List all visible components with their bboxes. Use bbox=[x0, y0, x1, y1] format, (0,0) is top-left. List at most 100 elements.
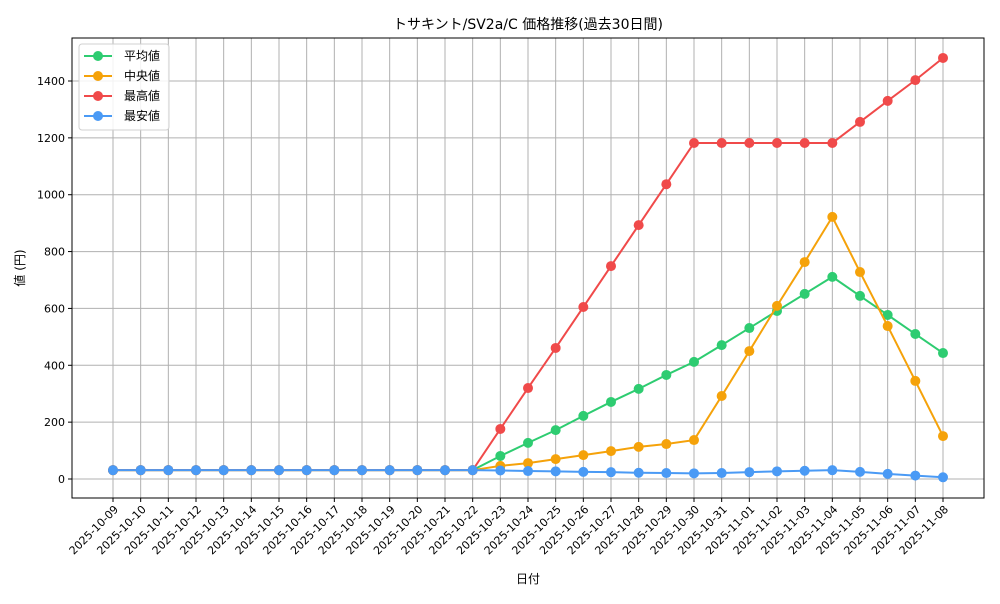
data-point-marker bbox=[938, 472, 948, 483]
data-point-marker bbox=[855, 466, 865, 477]
data-point-marker bbox=[246, 465, 257, 476]
data-point-marker bbox=[689, 356, 699, 367]
data-point-marker bbox=[744, 137, 755, 148]
y-tick-label: 1200 bbox=[37, 132, 65, 145]
data-point-marker bbox=[218, 465, 229, 476]
data-point-marker bbox=[523, 383, 533, 394]
data-point-marker bbox=[606, 396, 616, 407]
data-point-marker bbox=[799, 288, 810, 299]
data-point-marker bbox=[716, 340, 727, 351]
y-axis: 0 200 400 600 800 1000 1200 1400 bbox=[37, 75, 72, 486]
data-point-marker bbox=[772, 300, 782, 311]
legend-marker-icon bbox=[93, 71, 103, 81]
legend-item: 最安値 bbox=[84, 108, 160, 123]
legend-label: 最安値 bbox=[124, 108, 160, 123]
data-point-marker bbox=[412, 465, 423, 476]
legend-item: 最高値 bbox=[84, 88, 160, 103]
data-point-marker bbox=[523, 466, 533, 477]
data-point-marker bbox=[467, 465, 478, 476]
data-point-marker bbox=[799, 465, 810, 476]
data-point-marker bbox=[633, 220, 644, 231]
data-point-marker bbox=[716, 390, 727, 401]
data-point-marker bbox=[633, 467, 644, 478]
data-point-marker bbox=[772, 466, 782, 477]
data-point-marker bbox=[578, 410, 589, 421]
legend-item: 平均値 bbox=[84, 48, 160, 63]
data-point-marker bbox=[578, 302, 589, 313]
data-point-marker bbox=[882, 468, 893, 479]
data-point-marker bbox=[827, 465, 838, 476]
data-point-marker bbox=[135, 465, 146, 476]
data-point-marker bbox=[689, 137, 699, 148]
data-point-marker bbox=[606, 467, 616, 478]
data-point-marker bbox=[855, 290, 865, 301]
y-tick-label: 800 bbox=[44, 246, 65, 259]
data-point-marker bbox=[357, 465, 367, 476]
y-tick-label: 200 bbox=[44, 416, 65, 429]
data-point-marker bbox=[882, 95, 893, 106]
data-point-marker bbox=[329, 465, 340, 476]
data-point-marker bbox=[689, 435, 699, 446]
data-point-marker bbox=[910, 470, 921, 481]
data-point-marker bbox=[550, 466, 561, 477]
data-point-marker bbox=[910, 375, 921, 386]
data-point-marker bbox=[661, 369, 672, 380]
data-point-marker bbox=[744, 346, 755, 357]
y-tick-label: 400 bbox=[44, 359, 65, 372]
data-point-marker bbox=[772, 137, 782, 148]
data-point-marker bbox=[744, 467, 755, 478]
data-point-marker bbox=[827, 137, 838, 148]
legend-marker-icon bbox=[93, 91, 103, 101]
data-point-marker bbox=[550, 454, 561, 465]
data-point-marker bbox=[689, 468, 699, 479]
data-point-marker bbox=[495, 450, 506, 461]
data-point-marker bbox=[882, 309, 893, 320]
data-point-marker bbox=[938, 348, 948, 359]
data-point-marker bbox=[744, 323, 755, 334]
data-point-marker bbox=[855, 267, 865, 278]
y-axis-label: 値 (円) bbox=[12, 249, 27, 286]
data-point-marker bbox=[938, 52, 948, 63]
grid-lines bbox=[72, 38, 984, 498]
data-point-marker bbox=[163, 465, 174, 476]
legend-box bbox=[78, 43, 170, 131]
data-point-marker bbox=[108, 465, 118, 476]
data-point-marker bbox=[274, 465, 284, 476]
data-point-marker bbox=[384, 465, 395, 476]
data-point-marker bbox=[523, 437, 533, 448]
data-point-marker bbox=[910, 329, 921, 340]
data-point-marker bbox=[938, 431, 948, 442]
data-point-marker bbox=[523, 458, 533, 469]
data-point-marker bbox=[633, 441, 644, 452]
legend-label: 最高値 bbox=[124, 88, 160, 103]
x-axis: 2025-10-092025-10-102025-10-112025-10-12… bbox=[67, 498, 951, 557]
legend-item: 中央値 bbox=[84, 68, 160, 83]
data-point-marker bbox=[827, 211, 838, 222]
data-point-marker bbox=[578, 466, 589, 477]
y-tick-label: 1000 bbox=[37, 189, 65, 202]
data-point-marker bbox=[855, 116, 865, 127]
legend-marker-icon bbox=[93, 51, 103, 61]
data-point-marker bbox=[440, 465, 450, 476]
y-tick-label: 1400 bbox=[37, 75, 65, 88]
chart-title: トサキント/SV2a/C 価格推移(過去30日間) bbox=[393, 17, 663, 33]
data-point-marker bbox=[606, 261, 616, 272]
data-point-marker bbox=[578, 450, 589, 461]
data-point-marker bbox=[799, 137, 810, 148]
data-point-marker bbox=[606, 446, 616, 457]
data-point-marker bbox=[661, 179, 672, 190]
data-point-marker bbox=[882, 321, 893, 332]
data-point-marker bbox=[661, 468, 672, 479]
series-最安値 bbox=[108, 465, 948, 483]
y-tick-label: 600 bbox=[44, 302, 65, 315]
data-point-marker bbox=[827, 271, 838, 282]
data-point-marker bbox=[301, 465, 312, 476]
data-point-marker bbox=[910, 75, 921, 86]
data-point-marker bbox=[495, 423, 506, 434]
data-point-marker bbox=[191, 465, 201, 476]
data-point-marker bbox=[799, 257, 810, 268]
data-point-marker bbox=[550, 342, 561, 353]
